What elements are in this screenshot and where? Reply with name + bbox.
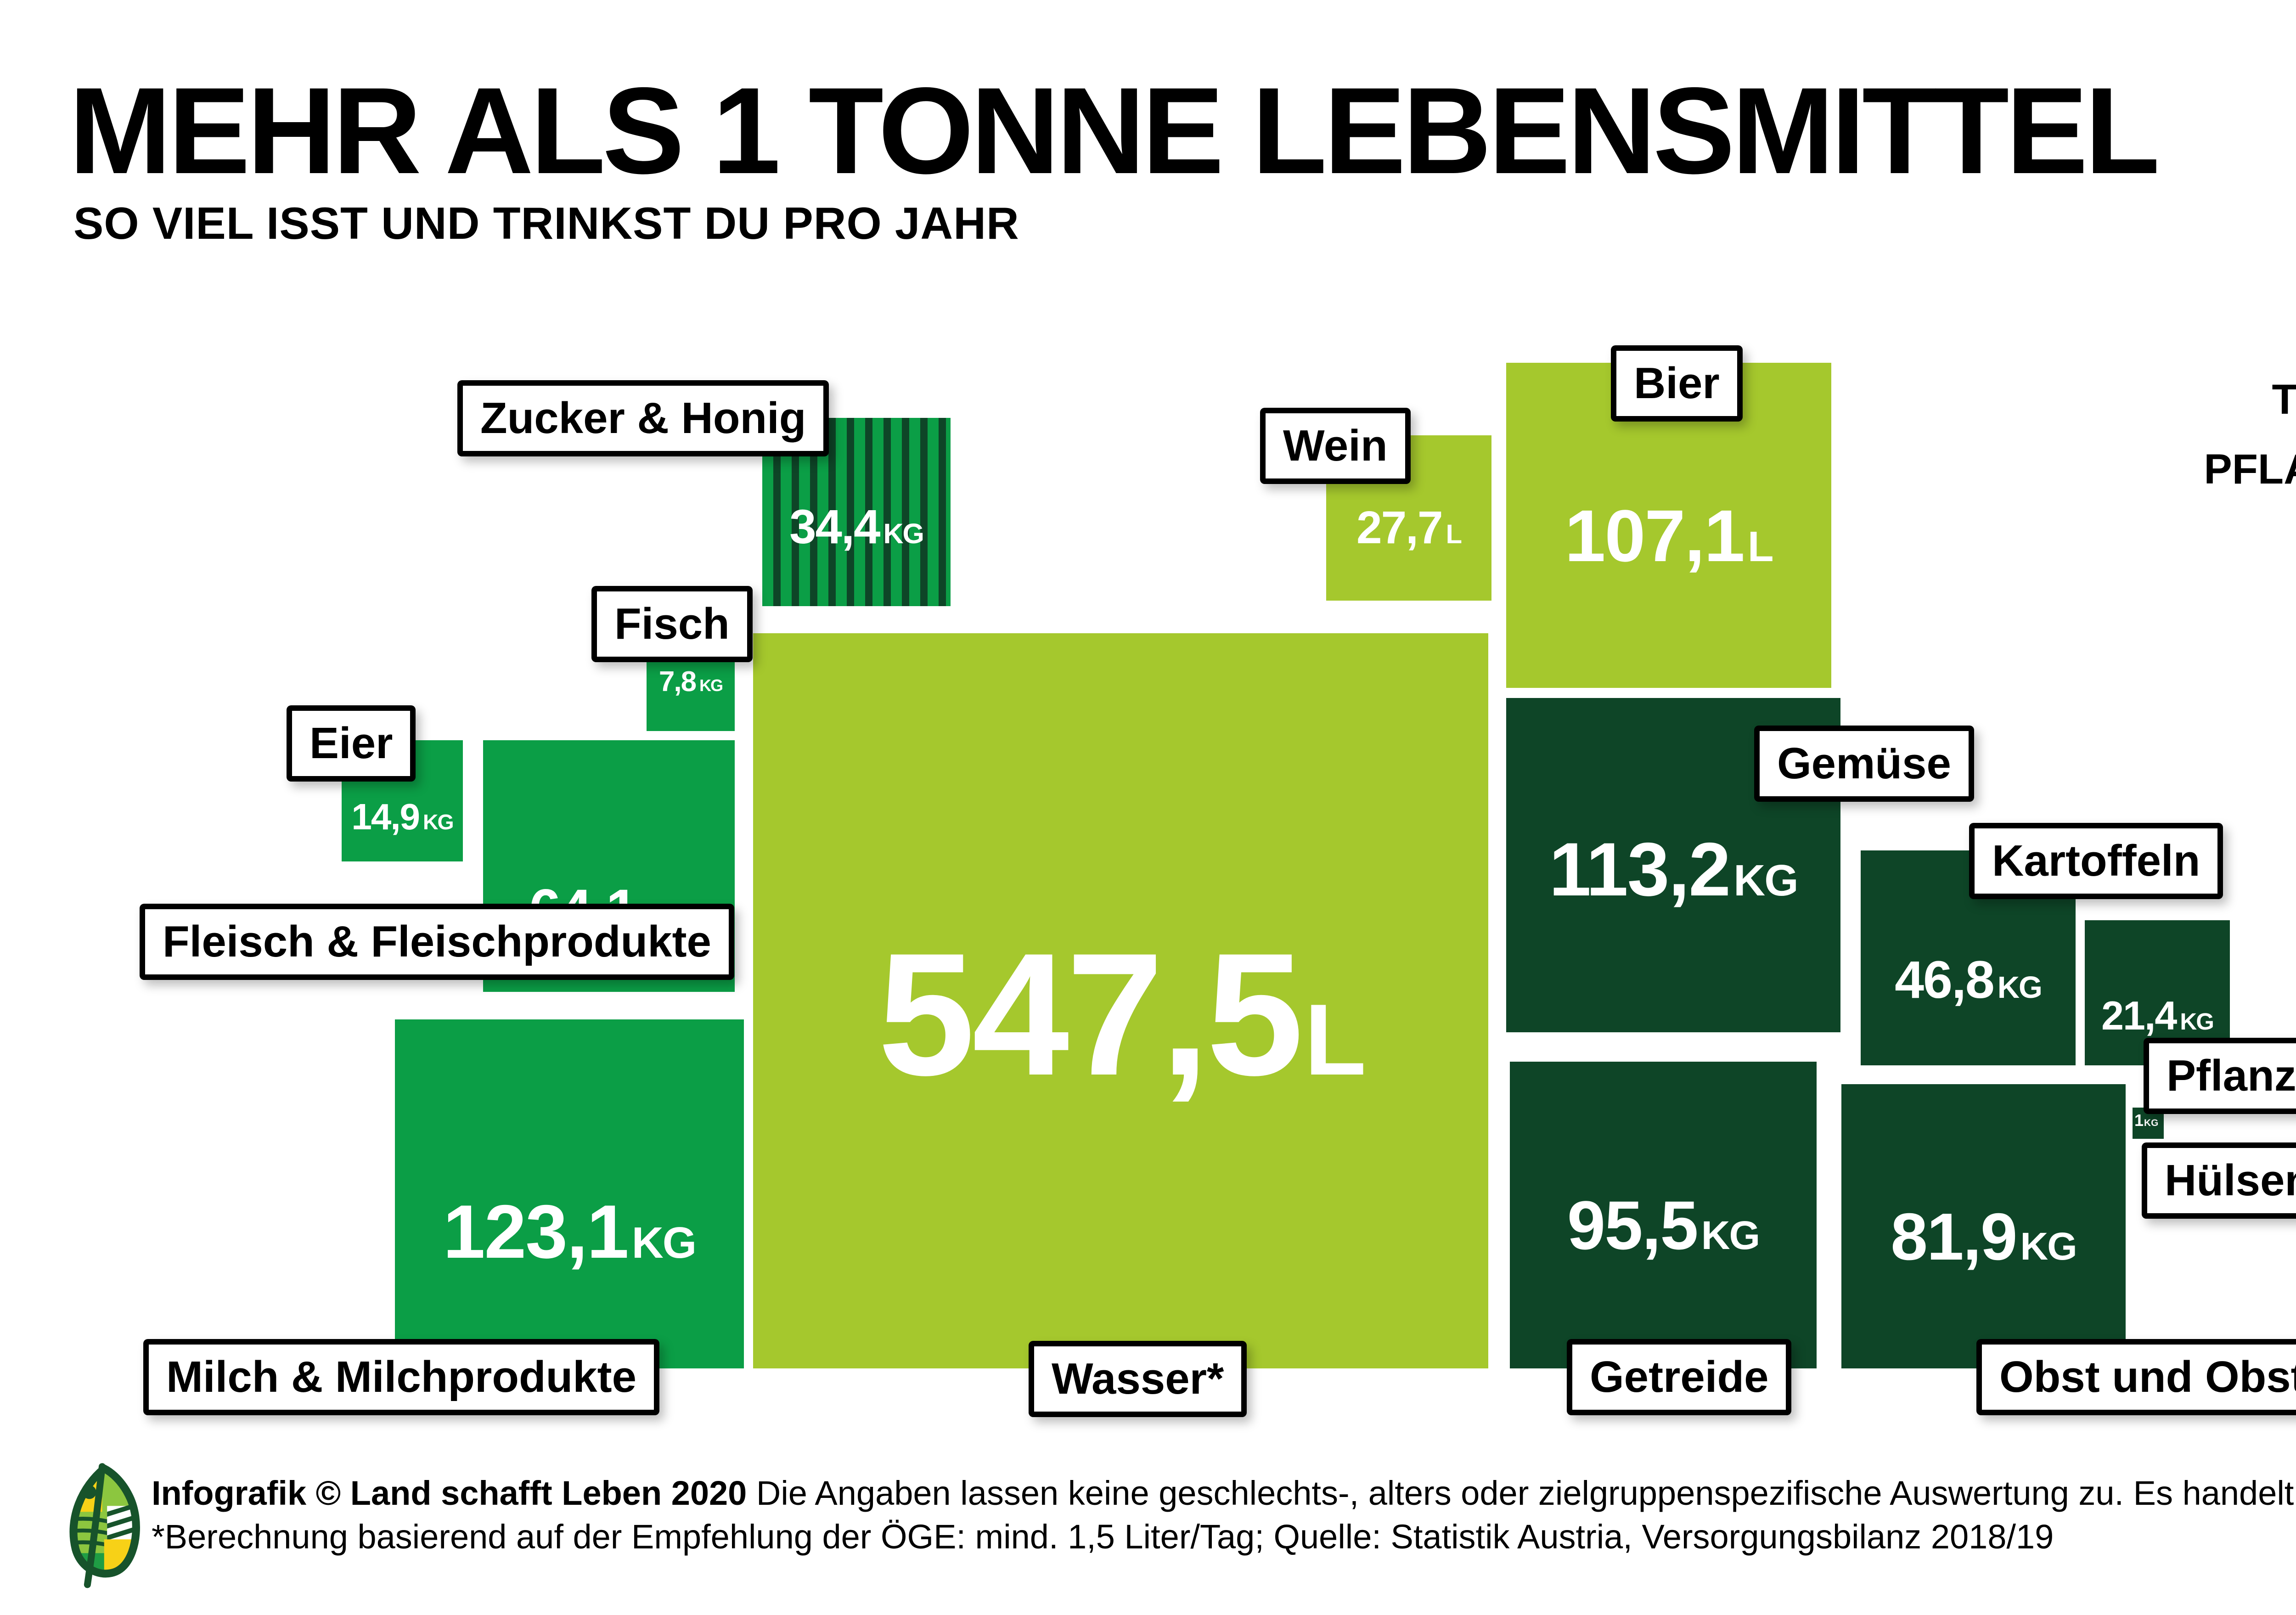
label-milch: Milch & Milchprodukte [143,1339,660,1416]
value-eier: 14,9 KG [351,796,454,837]
value-bier: 107,1L [1564,495,1773,577]
footer-line1: Infografik © Land schafft Leben 2020 Die… [152,1472,2296,1515]
value-getreide: 95,5KG [1567,1186,1760,1264]
label-obst: Obst und Obstprodukte [1976,1339,2296,1416]
label-kartoffeln: Kartoffeln [1969,823,2223,900]
tile-getreide: 95,5KG [1510,1062,1817,1368]
footer-line2: *Berechnung basierend auf der Empfehlung… [152,1517,2054,1556]
label-eier: Eier [287,705,416,782]
value-milch: 123,1KG [443,1189,697,1274]
page-title: MEHR ALS 1 TONNE LEBENSMITTEL [69,62,2160,199]
label-gemuese: Gemüse [1754,726,1974,802]
tile-obst: 81,9KG [1841,1084,2126,1368]
value-obst: 81,9KG [1891,1199,2077,1274]
label-pflanzliche-fette: Pflanzliche Fette, Ölsaaten [2144,1038,2296,1114]
page-subtitle: SO VIEL ISST UND TRINKST DU PRO JAHR [73,198,1019,248]
legend-label-tierische: TIERISCHE PRODUKTE [2272,376,2296,423]
tile-gemuese: 113,2KG [1506,698,1840,1032]
label-getreide: Getreide [1567,1339,1792,1416]
footer-text: Infografik © Land schafft Leben 2020 Die… [152,1472,2296,1559]
label-fleisch: Fleisch & Fleischprodukte [140,904,734,980]
label-wasser: Wasser* [1029,1341,1247,1418]
label-fisch: Fisch [591,586,753,663]
tile-milch: 123,1KG [395,1019,744,1368]
legend-row-pflanzliche: PFLANZLICHE PRODUKTE [1653,442,2296,497]
label-huelsenfruechte: Hülsenfrüchte [2142,1142,2296,1219]
label-bier: Bier [1611,345,1743,422]
value-gemuese: 113,2KG [1549,827,1798,912]
value-wein: 27,7 L [1356,502,1462,554]
label-zucker-honig: Zucker & Honig [457,380,829,457]
value-huelsenfruechte: 1KG [2134,1111,2159,1130]
tile-wasser: 547,5L [753,633,1488,1368]
value-wasser: 547,5L [878,917,1367,1112]
value-pflanzliche-fette: 21,4 KG [2101,993,2214,1039]
footer-credit: Infografik © Land schafft Leben 2020 [152,1474,747,1512]
value-kartoffeln: 46,8 KG [1895,950,2043,1009]
legend-label-pflanzliche: PFLANZLICHE PRODUKTE [2204,445,2296,493]
legend-row-tierische: TIERISCHE PRODUKTE [1653,372,2296,427]
label-wein: Wein [1260,408,1411,484]
land-schafft-leben-leaf-logo [69,1463,140,1588]
footer-disclaimer: Die Angaben lassen keine geschlechts-, a… [756,1474,2296,1512]
value-fisch: 7,8 KG [658,665,723,698]
value-zucker-honig: 34,4 KG [789,500,924,554]
